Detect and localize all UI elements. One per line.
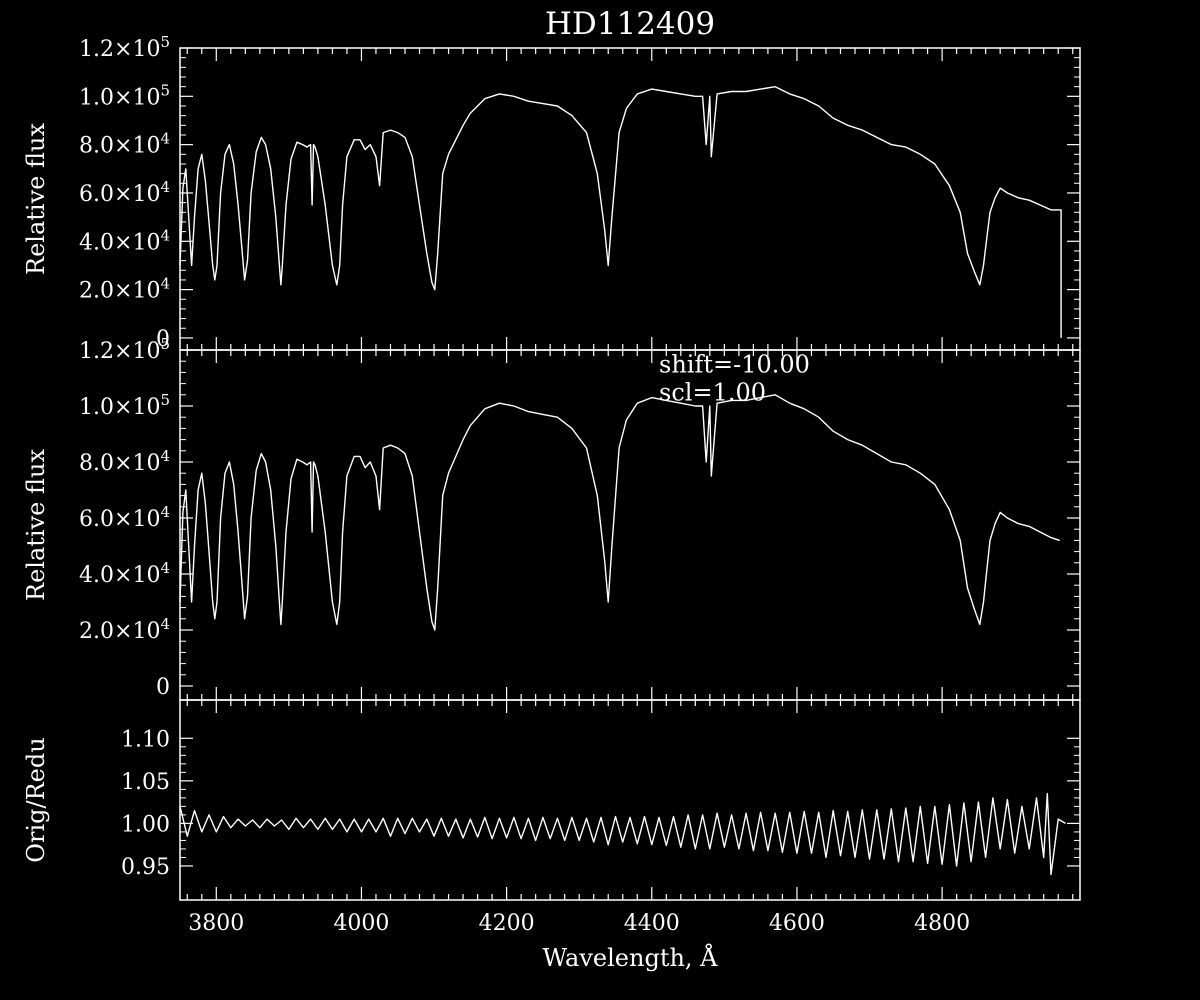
y-tick-label: 1.10 (121, 727, 170, 752)
spectrum-line (179, 792, 1066, 876)
y-tick-label: 4.0×104 (79, 226, 170, 255)
y-axis-label: Relative flux (22, 123, 50, 275)
x-axis-label: Wavelength, Å (542, 943, 718, 972)
x-tick-label: 4600 (769, 911, 825, 936)
y-tick-label: 1.00 (121, 812, 170, 837)
annotation-label: shift=-10.00 (659, 350, 810, 378)
y-tick-label: 1.0×105 (79, 81, 170, 110)
panel-original: 0 2.0×104 4.0×104 6.0×104 8.0×104 1.0×105 1.2×… (22, 33, 1081, 352)
x-tick-label: 4800 (914, 911, 970, 936)
y-tick-label: 4.0×104 (79, 559, 170, 588)
y-tick-label: 0.95 (121, 855, 170, 880)
x-tick-label: 3800 (188, 911, 244, 936)
panel-shifted: 0 2.0×104 4.0×104 6.0×104 8.0×104 1.0×105 1.2×… (22, 335, 1081, 701)
y-tick-label: 8.0×104 (79, 130, 170, 159)
y-axis-label: Relative flux (22, 449, 50, 601)
panel-frame (179, 47, 1081, 351)
panels-layer: 0 2.0×104 4.0×104 6.0×104 8.0×104 1.0×105 1.2×… (22, 33, 1081, 936)
spectrum-line (179, 394, 1060, 631)
annotation-label: scl=1.00 (659, 378, 766, 406)
y-tick-label: 1.05 (121, 770, 170, 795)
y-axis-label: Orig/Redu (22, 737, 50, 862)
y-tick-label: 6.0×104 (79, 503, 170, 532)
panel-frame (179, 349, 1081, 701)
y-tick-label: 1.0×105 (79, 391, 170, 420)
y-tick-label: 1.2×105 (79, 33, 170, 62)
y-tick-label: 2.0×104 (79, 275, 170, 304)
panel-ratio: 0.95 1.00 1.05 1.10 Orig/Redu 3800 4000 4200 440… (22, 699, 1081, 936)
x-tick-label: 4400 (624, 911, 680, 936)
x-tick-label: 4000 (333, 911, 389, 936)
spectrum-line (179, 85, 1062, 338)
x-tick-label: 4200 (479, 911, 535, 936)
y-tick-label: 8.0×104 (79, 447, 170, 476)
y-tick-label: 6.0×104 (79, 178, 170, 207)
chart-title: HD112409 (545, 6, 715, 42)
y-tick-label: 1.2×105 (79, 335, 170, 364)
y-tick-label: 2.0×104 (79, 615, 170, 644)
y-tick-label: 0 (156, 675, 170, 700)
panel-frame (179, 699, 1081, 901)
y-tick-label: 0 (156, 327, 170, 352)
